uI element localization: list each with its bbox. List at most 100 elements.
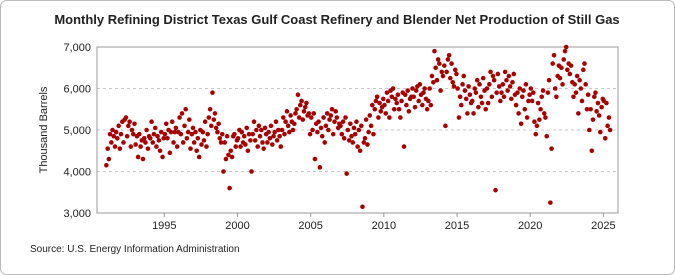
data-point [233,144,239,149]
data-point [551,53,557,58]
data-point [578,86,584,91]
data-point [355,144,360,149]
data-point [193,129,198,135]
y-tick-label: 3,000 [63,208,91,220]
data-point [188,146,193,151]
data-point [339,131,345,137]
data-point [160,154,165,160]
data-point [432,48,437,54]
data-point [333,109,338,114]
data-point [279,127,285,133]
data-point [343,115,348,120]
data-point [319,133,325,139]
data-point [363,117,369,122]
data-point [528,86,534,91]
data-point [362,136,368,141]
data-point [350,140,356,145]
data-point [274,138,280,143]
data-point [504,77,509,83]
data-point [283,119,288,124]
data-point [126,123,131,129]
data-point [444,69,449,75]
data-point [141,136,147,141]
data-point [493,187,498,193]
data-point [287,129,292,135]
y-axis-label: Thousand Barrels [38,86,50,173]
data-point [457,94,463,100]
data-point [351,125,357,131]
data-point [494,90,499,95]
data-point [356,127,362,133]
data-point [596,113,602,118]
data-point [387,115,392,120]
data-point [341,136,347,141]
data-point [582,61,587,66]
data-point [595,100,601,106]
data-point [522,106,528,112]
data-point [173,125,179,131]
data-point [213,125,219,131]
data-point [487,82,492,87]
data-point [169,119,175,124]
data-point [561,57,567,62]
data-point [239,129,245,135]
data-point [191,140,197,145]
data-point [605,123,610,129]
data-point [410,86,415,91]
data-point [440,73,446,79]
data-point [185,129,191,135]
data-point [324,111,330,116]
data-point [232,131,237,137]
data-point [450,79,456,85]
chart-title: Monthly Refining District Texas Gulf Coa… [54,12,619,27]
data-point [519,94,525,100]
data-point [150,140,156,145]
data-point [179,111,185,116]
data-point [216,121,221,127]
data-point [293,111,298,116]
data-point [507,84,513,89]
data-point [227,185,232,191]
data-point [212,111,218,116]
data-point [241,133,247,139]
data-point [130,131,136,137]
data-point [445,57,451,62]
data-point [584,106,590,112]
data-point [340,119,346,124]
data-point [302,104,308,110]
data-point [171,140,176,145]
data-point [196,154,202,160]
data-point [461,73,467,79]
data-point [128,144,134,149]
data-point [138,144,143,149]
data-point [572,82,577,87]
data-point [162,131,168,137]
data-point [178,131,184,137]
data-point [113,129,119,135]
data-point [476,104,481,110]
data-point [501,94,507,100]
data-point [299,98,304,104]
data-point [238,144,243,149]
y-tick-label: 5,000 [63,125,91,137]
data-point [144,127,149,133]
data-point [195,136,201,141]
data-point [177,115,182,120]
data-point [172,129,178,135]
data-point [390,86,396,91]
data-point [427,86,432,91]
data-point [560,82,565,87]
data-point [420,102,425,108]
data-point [328,113,334,118]
data-point [518,121,524,127]
data-point [377,100,382,106]
data-point [469,98,475,104]
data-point [345,127,351,133]
data-point [109,140,114,145]
data-point [412,104,418,110]
data-point [106,156,112,162]
data-point [446,53,452,58]
data-point [374,94,380,100]
data-point [262,125,268,131]
